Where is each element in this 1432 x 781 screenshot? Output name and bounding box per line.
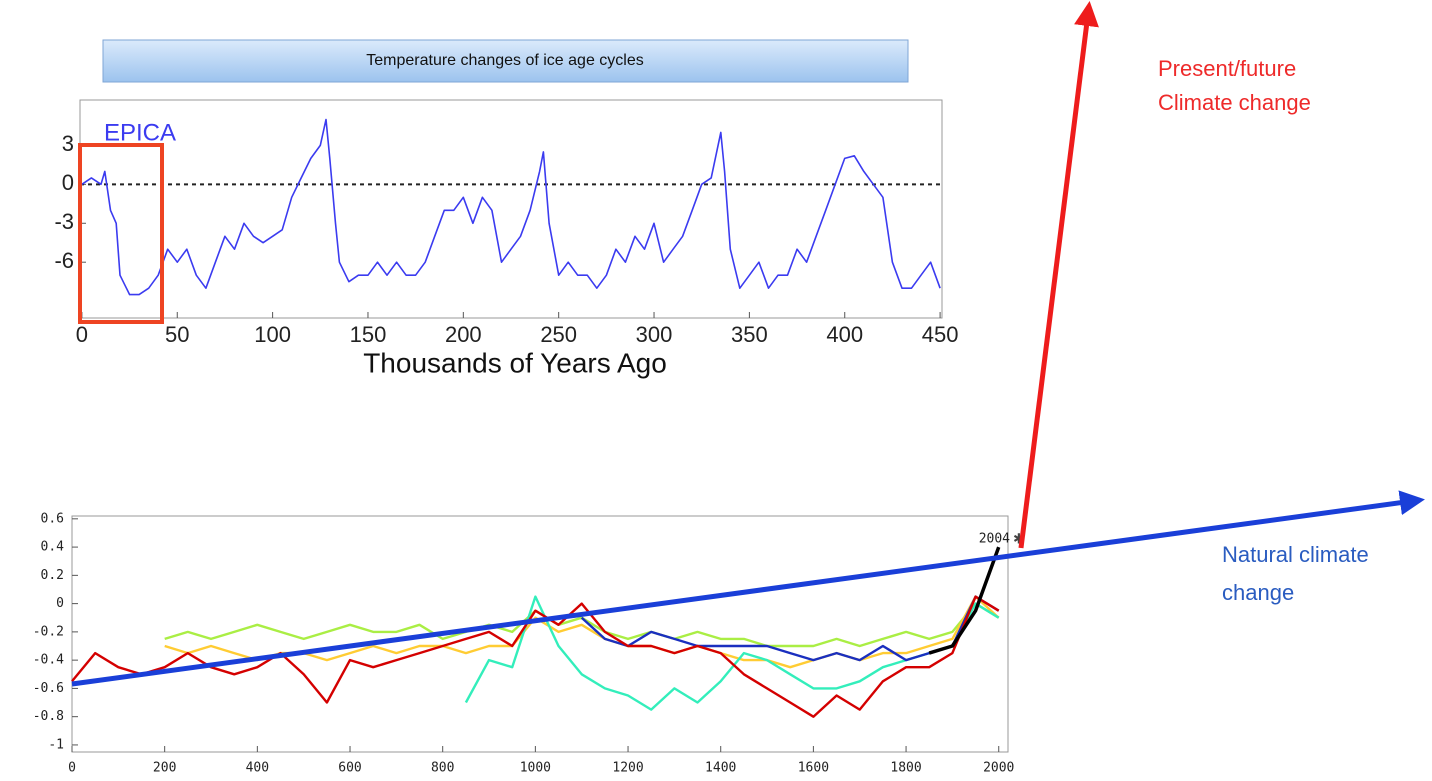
x-tick-label: 400 — [826, 322, 863, 347]
plot-frame — [71, 515, 1009, 753]
chart-title: Temperature changes of ice age cycles — [366, 52, 643, 69]
y-tick-label: 0.4 — [41, 540, 65, 555]
year-label: 2004 — [979, 532, 1010, 547]
y-tick-label: 0 — [62, 170, 74, 195]
y-tick-label: -0.4 — [33, 653, 64, 668]
series-line — [464, 595, 1000, 711]
x-tick-label: 1000 — [520, 761, 551, 776]
y-tick-label: -0.2 — [33, 624, 64, 639]
y-tick-label: -3 — [54, 209, 74, 234]
x-tick-label: 150 — [350, 322, 387, 347]
year-star: ✱ — [1013, 531, 1025, 547]
x-axis-label: Thousands of Years Ago — [363, 347, 667, 378]
y-tick-label: 0.6 — [41, 511, 64, 526]
y-tick-label: -0.6 — [33, 681, 64, 696]
natural-label: Natural climate — [1222, 542, 1369, 567]
y-tick-label: 0 — [56, 596, 64, 611]
x-tick-label: 1200 — [612, 761, 643, 776]
y-tick-label: 0.2 — [41, 568, 64, 583]
series-line — [71, 595, 1000, 718]
x-tick-label: 200 — [153, 761, 176, 776]
x-tick-label: 100 — [254, 322, 291, 347]
x-tick-label: 200 — [445, 322, 482, 347]
x-tick-label: 1800 — [890, 761, 921, 776]
y-tick-label: -0.8 — [33, 709, 64, 724]
future-label: Climate change — [1158, 90, 1311, 115]
y-tick-label: -6 — [54, 248, 74, 273]
natural-label: change — [1222, 580, 1294, 605]
series-line — [928, 546, 1001, 655]
y-tick-label: -1 — [48, 737, 64, 752]
plot-frame — [79, 99, 943, 319]
x-tick-label: 300 — [636, 322, 673, 347]
x-tick-label: 1600 — [798, 761, 829, 776]
x-tick-label: 400 — [246, 761, 269, 776]
future-label: Present/future — [1158, 56, 1296, 81]
x-tick-label: 350 — [731, 322, 768, 347]
x-tick-label: 800 — [431, 761, 454, 776]
x-tick-label: 600 — [338, 761, 361, 776]
y-tick-label: 3 — [62, 131, 74, 156]
x-tick-label: 0 — [68, 761, 76, 776]
x-tick-label: 2000 — [983, 761, 1014, 776]
natural-arrow — [71, 490, 1425, 687]
future-arrow — [1018, 1, 1099, 549]
highlight-box — [78, 143, 164, 324]
x-tick-label: 50 — [165, 322, 189, 347]
series-line — [81, 118, 941, 296]
x-tick-label: 450 — [922, 322, 959, 347]
title-box — [102, 39, 909, 83]
series-label: EPICA — [104, 119, 176, 146]
x-tick-label: 250 — [540, 322, 577, 347]
x-tick-label: 0 — [76, 322, 88, 347]
x-tick-label: 1400 — [705, 761, 736, 776]
